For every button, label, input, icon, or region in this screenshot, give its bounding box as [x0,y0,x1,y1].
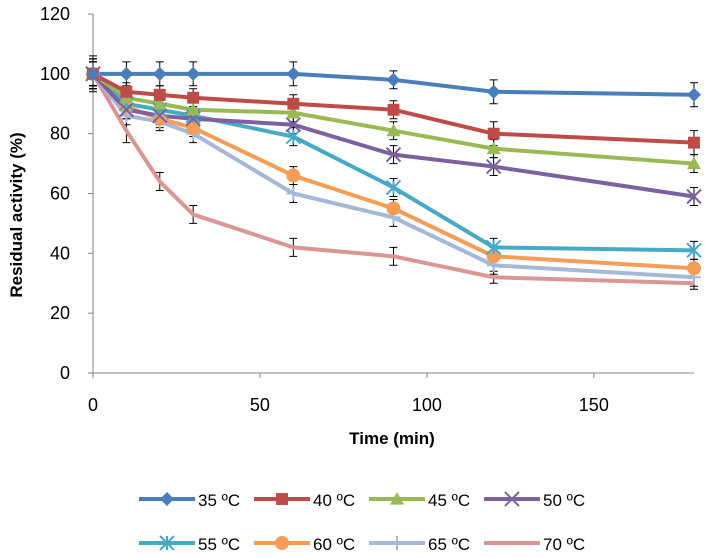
legend-label: 50 ºC [543,491,585,510]
data-point [487,127,500,140]
y-tick-label: 100 [40,64,70,84]
data-point [287,97,300,110]
data-point [152,108,168,124]
legend-label: 35 ºC [198,491,240,510]
data-point [153,88,166,101]
data-point [187,91,200,104]
legend-label: 70 ºC [543,535,585,554]
data-point [504,491,520,507]
data-point [286,66,301,81]
legend-label: 65 ºC [428,535,470,554]
data-point [390,492,404,505]
legend-label: 55 ºC [198,535,240,554]
legend-item: 60 ºC [254,535,355,554]
data-point [119,66,134,81]
y-tick-label: 0 [60,363,70,383]
y-tick-label: 120 [40,4,70,24]
data-point [275,536,289,550]
legend-item: 35 ºC [139,491,240,510]
data-point [687,261,701,276]
y-axis-ticks: 0 20 40 60 80 100 120 [40,4,93,383]
legend-label: 45 ºC [428,491,470,510]
data-point [276,493,288,505]
data-point [286,186,301,201]
y-tick-label: 40 [50,243,70,263]
legend-item: 40 ºC [254,491,355,510]
y-axis-title: Residual activity (%) [7,132,26,297]
data-point [687,156,701,170]
legend-item: 65 ºC [369,535,470,554]
y-tick-label: 20 [50,303,70,323]
data-point [386,201,401,216]
data-point [390,536,404,550]
plot-area [85,55,702,290]
data-point [687,87,701,102]
data-point [120,85,133,98]
legend: 35 ºC 40 ºC 45 ºC 50 ºC 55 ºC 60 ºC 65 ºC 70 ºC [139,491,585,554]
data-point [385,179,402,196]
data-point [160,492,174,506]
data-point [286,105,301,119]
data-point [159,535,175,551]
x-axis-title: Time (min) [349,429,435,448]
data-point [186,120,201,135]
data-point [152,66,167,81]
data-point [285,116,302,133]
y-tick-label: 60 [50,184,70,204]
data-point [186,102,201,116]
data-point [486,249,501,264]
data-point [486,84,501,99]
data-point [688,136,700,149]
legend-item: 55 ºC [139,535,240,554]
x-tick-label: 100 [412,395,442,415]
data-point [152,111,167,126]
legend-label: 60 ºC [313,535,355,554]
data-point [387,103,400,116]
x-tick-label: 0 [88,395,98,415]
series-markers [85,66,702,285]
data-point [486,141,501,155]
data-point [186,66,201,81]
x-axis-ticks: 0 50 100 150 [88,373,609,415]
data-point [485,239,502,256]
legend-item: 70 ºC [484,535,585,554]
data-point [285,128,302,145]
data-point [385,146,402,163]
legend-item: 45 ºC [369,491,470,510]
data-point [686,188,702,205]
data-point [386,123,401,137]
x-tick-label: 50 [250,395,270,415]
legend-label: 40 ºC [313,491,355,510]
error-bars [89,55,698,290]
data-point [686,242,702,259]
data-point [286,168,301,183]
series-line [91,72,695,286]
data-point [485,158,502,175]
legend-item: 50 ºC [484,491,585,510]
data-point [152,96,167,110]
data-point [86,66,100,81]
x-tick-label: 150 [579,395,609,415]
data-point [118,102,135,118]
data-point [386,72,401,87]
y-tick-label: 80 [50,124,70,144]
